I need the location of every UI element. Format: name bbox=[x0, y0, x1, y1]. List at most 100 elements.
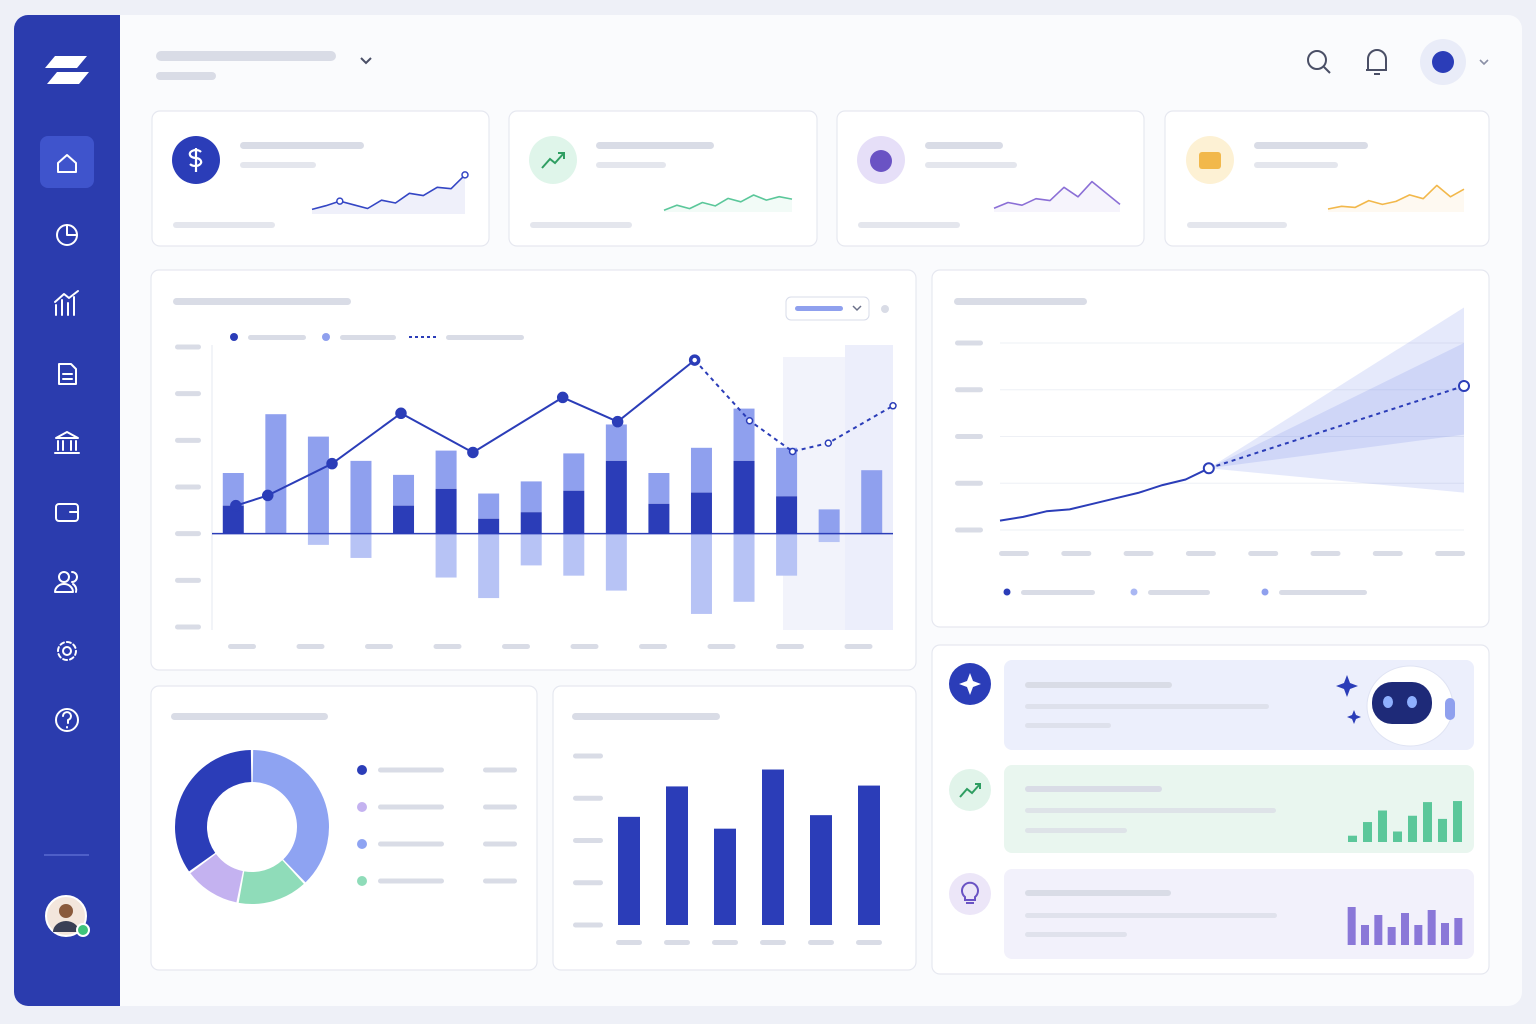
y-tick-placeholder bbox=[955, 340, 983, 346]
placeholder bbox=[1025, 808, 1276, 813]
x-tick-placeholder bbox=[1185, 551, 1216, 556]
bar bbox=[520, 512, 542, 534]
x-tick-placeholder bbox=[760, 940, 786, 945]
bar-stacked bbox=[733, 408, 755, 461]
nav-users[interactable] bbox=[54, 571, 78, 593]
bar bbox=[858, 785, 880, 925]
bar-negative bbox=[690, 533, 712, 614]
line-point bbox=[788, 447, 797, 456]
x-tick-placeholder bbox=[999, 551, 1029, 556]
forecast-card bbox=[931, 269, 1490, 628]
bar-stacked bbox=[690, 447, 712, 493]
placeholder bbox=[340, 335, 396, 340]
y-tick-placeholder bbox=[175, 624, 201, 630]
mini-bar bbox=[1441, 923, 1449, 945]
sparkline-area bbox=[664, 195, 792, 212]
placeholder bbox=[1254, 142, 1368, 149]
placeholder bbox=[240, 142, 364, 149]
x-tick-placeholder bbox=[296, 644, 325, 649]
forecast-band bbox=[1208, 343, 1464, 469]
line-point bbox=[824, 439, 833, 447]
bar-stacked bbox=[818, 509, 840, 534]
placeholder bbox=[925, 162, 1017, 168]
mini-bar bbox=[1401, 913, 1409, 945]
nav-documents[interactable] bbox=[58, 363, 77, 385]
notification-button[interactable] bbox=[1366, 49, 1387, 75]
x-tick-placeholder bbox=[616, 940, 642, 945]
bar bbox=[810, 815, 832, 925]
menu-dot[interactable] bbox=[881, 305, 889, 313]
placeholder bbox=[240, 162, 316, 168]
legend-dot bbox=[1261, 588, 1269, 596]
nav-wallet[interactable] bbox=[55, 503, 79, 522]
legend-dot bbox=[322, 333, 330, 341]
sparkle-glyph bbox=[959, 673, 981, 695]
mini-bar bbox=[1454, 918, 1463, 945]
sparkle bbox=[1347, 710, 1361, 724]
x-tick-placeholder bbox=[502, 644, 530, 649]
mini-bar bbox=[1427, 910, 1436, 945]
robot-ear bbox=[1445, 698, 1455, 720]
robot-face bbox=[1372, 682, 1432, 724]
x-tick-placeholder bbox=[1061, 551, 1092, 556]
nav-bank[interactable] bbox=[54, 431, 80, 454]
profile-chevron[interactable] bbox=[1479, 59, 1489, 66]
x-tick-placeholder bbox=[570, 644, 599, 649]
legend-dot bbox=[1130, 588, 1138, 596]
nav-reports[interactable] bbox=[56, 224, 78, 246]
line-point bbox=[230, 499, 242, 512]
placeholder bbox=[1025, 913, 1277, 918]
bar-negative bbox=[520, 533, 542, 566]
combo-card bbox=[150, 269, 917, 671]
bar bbox=[776, 496, 798, 534]
bar-stacked bbox=[776, 447, 798, 497]
dropdown-chevron[interactable] bbox=[360, 57, 372, 65]
legend-placeholder bbox=[483, 767, 517, 773]
bulb-glyph bbox=[961, 881, 979, 904]
title-placeholder bbox=[156, 51, 336, 61]
placeholder bbox=[446, 335, 524, 340]
legend-dot bbox=[230, 333, 238, 341]
bar-stacked bbox=[435, 450, 457, 489]
legend-placeholder bbox=[483, 841, 517, 847]
data-line bbox=[235, 359, 696, 507]
line-point bbox=[395, 407, 407, 420]
bar-stacked bbox=[265, 414, 287, 534]
donut-segment bbox=[175, 750, 252, 872]
x-tick-placeholder bbox=[664, 940, 690, 945]
placeholder bbox=[1148, 590, 1210, 595]
bar-negative bbox=[605, 533, 627, 591]
user-avatar[interactable] bbox=[45, 895, 90, 937]
bar-stacked bbox=[563, 453, 585, 491]
bar-stacked bbox=[605, 424, 627, 461]
nav-help[interactable] bbox=[55, 708, 79, 732]
placeholder bbox=[596, 142, 714, 149]
placeholder bbox=[954, 298, 1087, 305]
nav-analytics[interactable] bbox=[54, 290, 79, 316]
data-line bbox=[1327, 184, 1465, 210]
select-chevron bbox=[852, 305, 862, 312]
data-line bbox=[663, 194, 793, 212]
placeholder bbox=[248, 335, 306, 340]
legend-dot bbox=[357, 802, 367, 812]
placeholder bbox=[1187, 222, 1287, 228]
bar bbox=[690, 492, 712, 534]
x-tick-placeholder bbox=[1372, 551, 1403, 556]
kpi-cards bbox=[151, 110, 1490, 247]
logo-mark bbox=[45, 56, 89, 84]
line-point bbox=[611, 415, 624, 428]
bar bbox=[393, 505, 415, 534]
nav-home[interactable] bbox=[57, 154, 77, 173]
kpi-card bbox=[151, 110, 490, 247]
trend-glyph bbox=[959, 783, 981, 798]
forecast-band bbox=[1208, 307, 1464, 493]
search-button[interactable] bbox=[1307, 50, 1331, 74]
y-tick-placeholder bbox=[573, 795, 603, 801]
nav-active[interactable] bbox=[40, 136, 94, 188]
legend-placeholder bbox=[483, 878, 517, 884]
sidebar bbox=[14, 15, 120, 1006]
nav-settings[interactable] bbox=[57, 641, 77, 661]
placeholder bbox=[1025, 704, 1269, 709]
placeholder bbox=[858, 222, 960, 228]
bar-negative bbox=[478, 533, 500, 599]
